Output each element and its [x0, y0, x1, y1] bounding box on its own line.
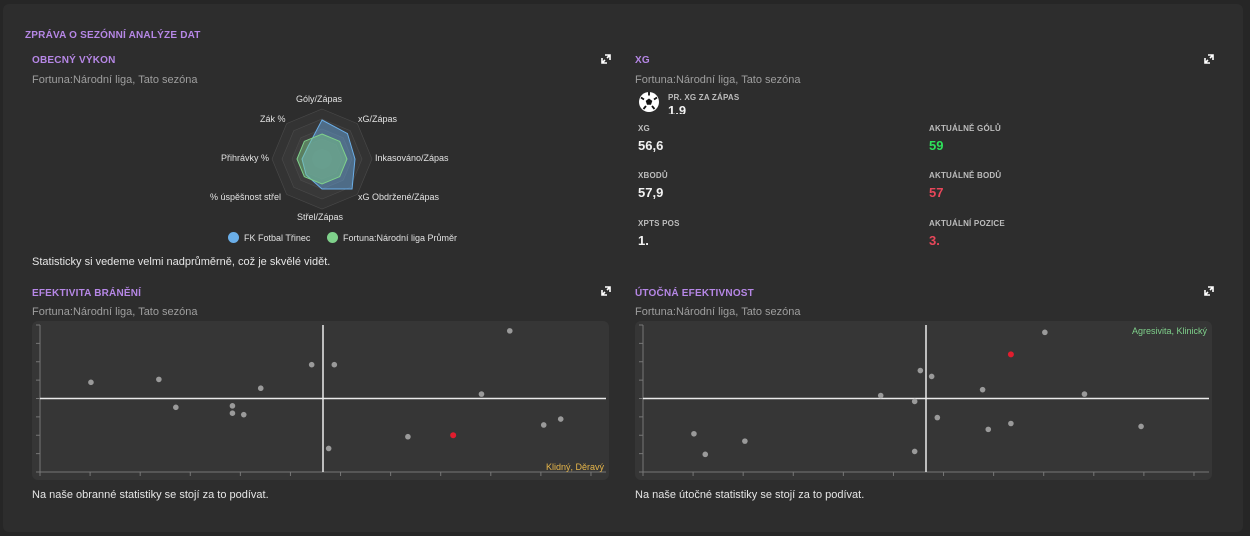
- defense-quadrant-label: Klidný, Děravý: [545, 462, 604, 472]
- avg-xg-label: PR. XG ZA ZÁPAS: [668, 93, 740, 102]
- attack-expand-icon[interactable]: [1204, 286, 1214, 296]
- scatter-point: [257, 385, 264, 392]
- scatter-point: [1081, 391, 1088, 397]
- stat-xpoints-label: XBODŮ: [638, 171, 668, 180]
- report-title: ZPRÁVA O SEZÓNNÍ ANALÝZE DAT: [25, 30, 201, 41]
- scatter-point: [325, 445, 332, 452]
- scatter-point: [478, 391, 485, 397]
- scatter-point: [156, 376, 162, 383]
- scatter-point: [540, 422, 547, 428]
- scatter-point: [702, 451, 709, 458]
- radar-axis-label: Střel/Zápas: [297, 212, 344, 222]
- general-summary-text: Statisticky si vedeme velmi nadprůměrně,…: [32, 256, 331, 268]
- radar-axis-label: xG Obdržené/Zápas: [358, 192, 440, 202]
- legend-league-label: Fortuna:Národní liga Průměr: [343, 232, 458, 243]
- radar-axis-label: % úspěšnost střel: [210, 192, 282, 202]
- attack-summary-text: Na naše útočné statistiky se stojí za to…: [635, 489, 865, 501]
- scatter-point: [985, 426, 992, 433]
- scatter-point: [877, 392, 884, 399]
- scatter-point: [331, 361, 338, 368]
- scatter-point: [911, 398, 918, 405]
- scatter-point: [934, 414, 941, 421]
- avg-xg-value: 1.9: [668, 104, 687, 114]
- scatter-point: [917, 367, 924, 374]
- scatter-point: [691, 430, 697, 437]
- stat-goals-value: 59: [929, 138, 944, 153]
- radar-grid-ring: [311, 148, 333, 170]
- radar-chart: [271, 108, 373, 210]
- general-expand-icon[interactable]: [601, 54, 611, 64]
- radar-axis-label: xG/Zápas: [358, 114, 398, 124]
- stat-xg-label: XG: [638, 124, 650, 133]
- attack-title: ÚTOČNÁ EFEKTIVNOST: [635, 288, 754, 299]
- legend-league[interactable]: Fortuna:Národní liga Průměr: [327, 232, 457, 243]
- attack-subtitle: Fortuna:Národní liga, Tato sezóna: [635, 306, 801, 318]
- scatter-point: [506, 328, 513, 334]
- attack-scatter-panel: Agresivita, Klinický: [635, 321, 1212, 480]
- football-icon: [638, 91, 660, 118]
- defense-title: EFEKTIVITA BRÁNĚNÍ: [32, 288, 142, 299]
- stat-xpts-pos-label: XPTS POS: [638, 219, 680, 228]
- xg-title: XG: [635, 55, 650, 66]
- scatter-point: [229, 410, 236, 416]
- scatter-point: [229, 403, 236, 409]
- defense-expand-icon[interactable]: [601, 286, 611, 296]
- attack-scatter-chart: [639, 324, 1209, 476]
- radar-axis-label: Góly/Zápas: [296, 94, 343, 104]
- xg-expand-icon[interactable]: [1204, 54, 1214, 64]
- avg-xg-value-clip: 1.9: [668, 104, 728, 114]
- scatter-point: [405, 433, 411, 440]
- stat-xpoints-value: 57,9: [638, 185, 664, 200]
- stat-position-value: 3.: [929, 233, 940, 248]
- legend-league-swatch: [327, 232, 338, 243]
- radar-axis-label: Přihrávky %: [221, 153, 270, 163]
- defense-scatter-chart: [36, 324, 606, 476]
- legend-team[interactable]: FK Fotbal Třinec: [228, 232, 310, 243]
- attack-quadrant-label: Agresivita, Klinický: [1131, 326, 1207, 336]
- defense-summary-text: Na naše obranné statistiky se stojí za t…: [32, 489, 269, 501]
- scatter-point: [1042, 329, 1048, 336]
- scatter-point: [911, 448, 918, 455]
- stat-points-value: 57: [929, 185, 944, 200]
- scatter-point: [308, 361, 315, 368]
- scatter-point: [557, 416, 564, 422]
- legend-team-swatch: [228, 232, 239, 243]
- general-performance-title: OBECNÝ VÝKON: [32, 55, 116, 66]
- defense-scatter-panel: Klidný, Děravý: [32, 321, 609, 480]
- legend-team-label: FK Fotbal Třinec: [244, 232, 311, 243]
- radar-axis-label: Zák %: [260, 114, 286, 124]
- scatter-point-team: [450, 432, 457, 439]
- scatter-point: [1008, 420, 1014, 427]
- scatter-point: [742, 438, 748, 444]
- radar-series-area: [296, 133, 348, 185]
- defense-subtitle: Fortuna:Národní liga, Tato sezóna: [32, 306, 198, 318]
- stat-xpts-pos-value: 1.: [638, 233, 649, 248]
- scatter-point: [240, 411, 247, 418]
- scatter-point: [979, 386, 986, 393]
- general-performance-subtitle: Fortuna:Národní liga, Tato sezóna: [32, 74, 198, 86]
- radar-axis-label: Inkasováno/Zápas: [375, 153, 449, 163]
- scatter-point: [173, 404, 179, 411]
- scatter-point: [88, 379, 94, 386]
- scatter-point: [1138, 423, 1144, 430]
- xg-subtitle: Fortuna:Národní liga, Tato sezóna: [635, 74, 801, 86]
- stat-points-label: AKTUÁLNĚ BODŮ: [929, 171, 1002, 180]
- stat-goals-label: AKTUÁLNĚ GÓLŮ: [929, 124, 1001, 133]
- stat-xg-value: 56,6: [638, 138, 664, 153]
- scatter-point: [928, 373, 935, 380]
- scatter-point-team: [1007, 351, 1014, 358]
- stat-position-label: AKTUÁLNÍ POZICE: [929, 219, 1005, 228]
